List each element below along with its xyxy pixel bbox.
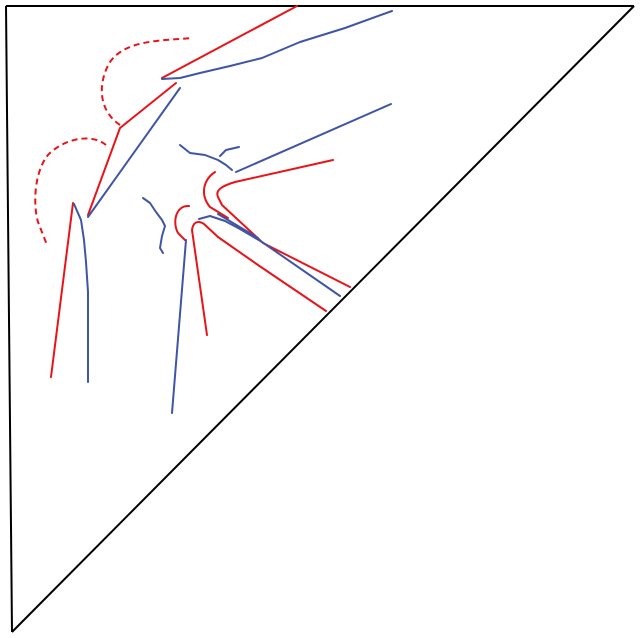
red-left-diagonal [50,202,74,378]
blue-top-line [161,10,393,80]
red-inner-hook [203,171,229,219]
red-wedge-upper [87,82,177,216]
red-top-line [161,5,298,79]
red-strokes [50,5,351,378]
triangle-frame [5,5,635,633]
blue-upper-ray [235,103,392,173]
red-lower-curve [174,204,190,241]
dashed-arc-lower [34,137,107,246]
blue-strokes [73,10,393,414]
dashed-arc-upper [100,37,194,126]
red-middle-ray [216,159,351,288]
blue-middle-link [217,213,259,239]
blue-squiggle-small [219,146,240,157]
red-long-diagonal [191,221,327,336]
frame-left-edge [5,5,13,633]
blue-diagonal-ray [198,215,341,297]
blue-wedge-line [87,87,181,218]
blue-left-vertical [73,203,89,383]
frame-diagonal-edge [11,5,635,633]
dashed-arcs [34,37,194,246]
blue-squiggle-left [142,197,166,254]
blue-squiggle-top [179,144,233,171]
blue-lower-vertical [171,239,187,414]
